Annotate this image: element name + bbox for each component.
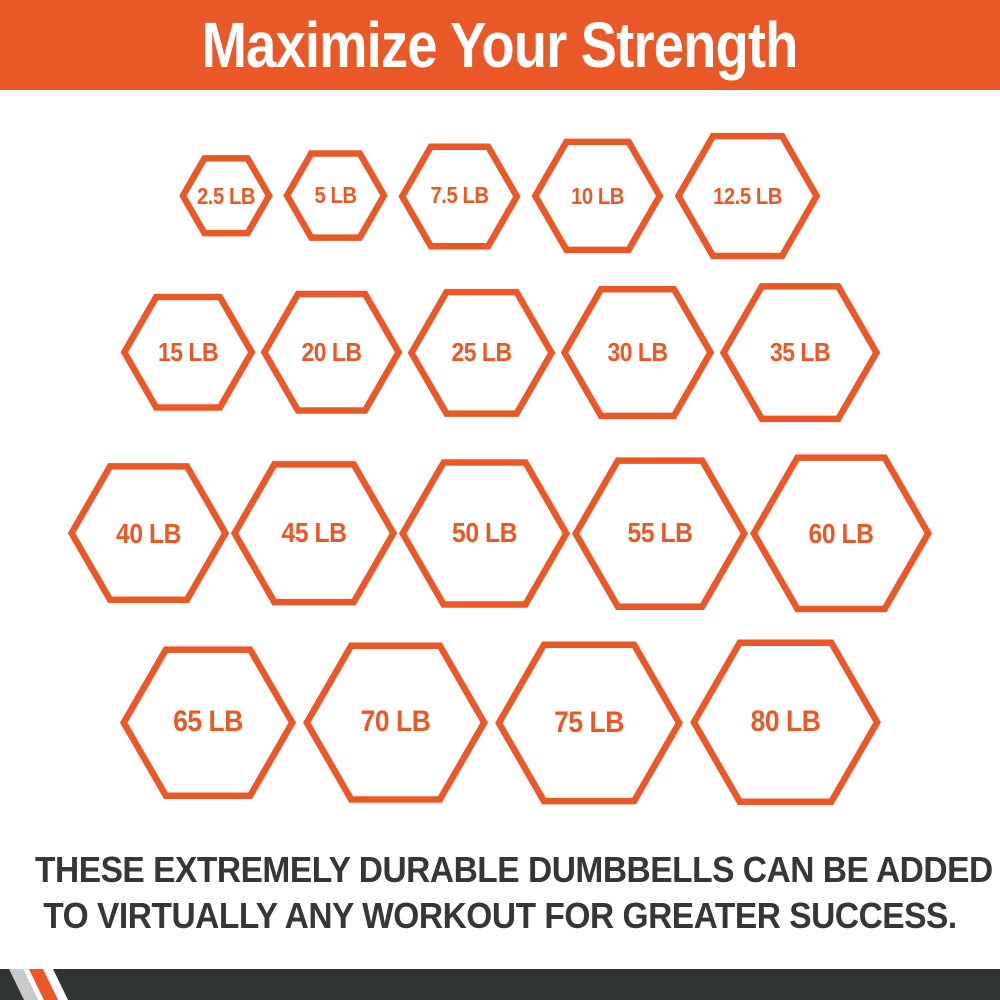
bottom-bar	[0, 969, 1000, 1000]
hex-80-lb: 80 LB	[692, 640, 879, 805]
hex-50-lb: 50 LB	[401, 460, 568, 607]
hexagon-outline-icon	[70, 464, 227, 602]
hexagon-outline-icon	[263, 292, 400, 413]
hex-70-lb: 70 LB	[305, 643, 486, 802]
hex-row-3: 40 LB 45 LB 50 LB 55 LB 60 LB	[0, 455, 1000, 612]
hex-row-4: 65 LB 70 LB 75 LB 80 LB	[0, 640, 1000, 805]
hex-weight-label: 50 LB	[452, 517, 517, 549]
hex-30-lb: 30 LB	[563, 287, 712, 418]
hex-row-1: 2.5 LB 5 LB 7.5 LB 10 LB 12.5 LB	[0, 134, 1000, 258]
hexagon-outline-icon	[123, 295, 253, 409]
hex-60-lb: 60 LB	[752, 455, 930, 612]
hex-weight-label: 30 LB	[606, 336, 668, 367]
footer-tagline-line-1: THESE EXTREMELY DURABLE DUMBBELLS CAN BE…	[35, 849, 993, 890]
hex-weight-label: 25 LB	[450, 336, 512, 367]
hexagon-outline-icon	[401, 460, 568, 607]
hex-weight-label: 20 LB	[300, 336, 362, 367]
hex-45-lb: 45 LB	[233, 462, 395, 605]
footer-tagline-line-2: TO VIRTUALLY ANY WORKOUT FOR GREATER SUC…	[43, 895, 957, 936]
hexagon-outline-icon	[286, 152, 385, 239]
hex-65-lb: 65 LB	[122, 647, 294, 798]
hexagon-outline-icon	[401, 145, 518, 248]
hex-2-5-lb: 2.5 LB	[182, 157, 270, 234]
hexagon-outline-icon	[305, 643, 486, 802]
hex-weight-label: 10 LB	[571, 182, 624, 209]
hex-40-lb: 40 LB	[70, 464, 227, 602]
hex-10-lb: 10 LB	[534, 140, 661, 252]
hexagon-outline-icon	[722, 284, 878, 421]
hexagon-outline-icon	[692, 640, 879, 805]
hex-55-lb: 55 LB	[574, 458, 746, 609]
hex-7-5-lb: 7.5 LB	[401, 145, 518, 248]
hexagon-outline-icon	[410, 290, 553, 416]
hex-weight-label: 2.5 LB	[196, 182, 256, 209]
diagonal-stripes-decoration-icon	[9, 969, 68, 1000]
hex-weight-label: 35 LB	[769, 337, 830, 367]
hex-weight-label: 55 LB	[627, 517, 693, 549]
hex-25-lb: 25 LB	[410, 290, 553, 416]
hex-12-5-lb: 12.5 LB	[677, 134, 818, 258]
hex-weight-label: 15 LB	[157, 336, 218, 367]
hex-row-2: 15 LB 20 LB 25 LB 30 LB 35 LB	[0, 284, 1000, 421]
hex-weight-label: 80 LB	[750, 705, 820, 739]
hex-35-lb: 35 LB	[722, 284, 878, 421]
footer-tagline: THESE EXTREMELY DURABLE DUMBBELLS CAN BE…	[0, 847, 1000, 939]
hexagon-outline-icon	[677, 134, 818, 258]
hex-20-lb: 20 LB	[263, 292, 400, 413]
page-title: Maximize Your Strength	[202, 9, 799, 81]
hexagon-outline-icon	[497, 642, 681, 804]
hexagon-outline-icon	[563, 287, 712, 418]
hexagon-outline-icon	[233, 462, 395, 605]
hex-weight-label: 45 LB	[281, 517, 347, 549]
hex-weight-board: 2.5 LB 5 LB 7.5 LB 10 LB 12.5 LB 15 LB 2…	[0, 134, 1000, 939]
hexagon-outline-icon	[534, 140, 661, 252]
hexagon-outline-icon	[752, 455, 930, 612]
hex-weight-label: 5 LB	[314, 182, 357, 209]
hex-weight-label: 60 LB	[808, 517, 874, 549]
hex-weight-label: 40 LB	[116, 517, 181, 549]
hex-weight-label: 75 LB	[553, 705, 624, 739]
hex-weight-label: 70 LB	[360, 705, 430, 739]
hex-weight-label: 12.5 LB	[713, 182, 782, 209]
hex-weight-label: 7.5 LB	[430, 182, 489, 209]
hex-15-lb: 15 LB	[123, 295, 253, 409]
hex-weight-label: 65 LB	[172, 705, 243, 739]
hexagon-outline-icon	[574, 458, 746, 609]
hexagon-outline-icon	[122, 647, 294, 798]
hexagon-outline-icon	[182, 157, 270, 234]
hex-75-lb: 75 LB	[497, 642, 681, 804]
header-banner: Maximize Your Strength	[0, 0, 1000, 90]
hex-5-lb: 5 LB	[286, 152, 385, 239]
